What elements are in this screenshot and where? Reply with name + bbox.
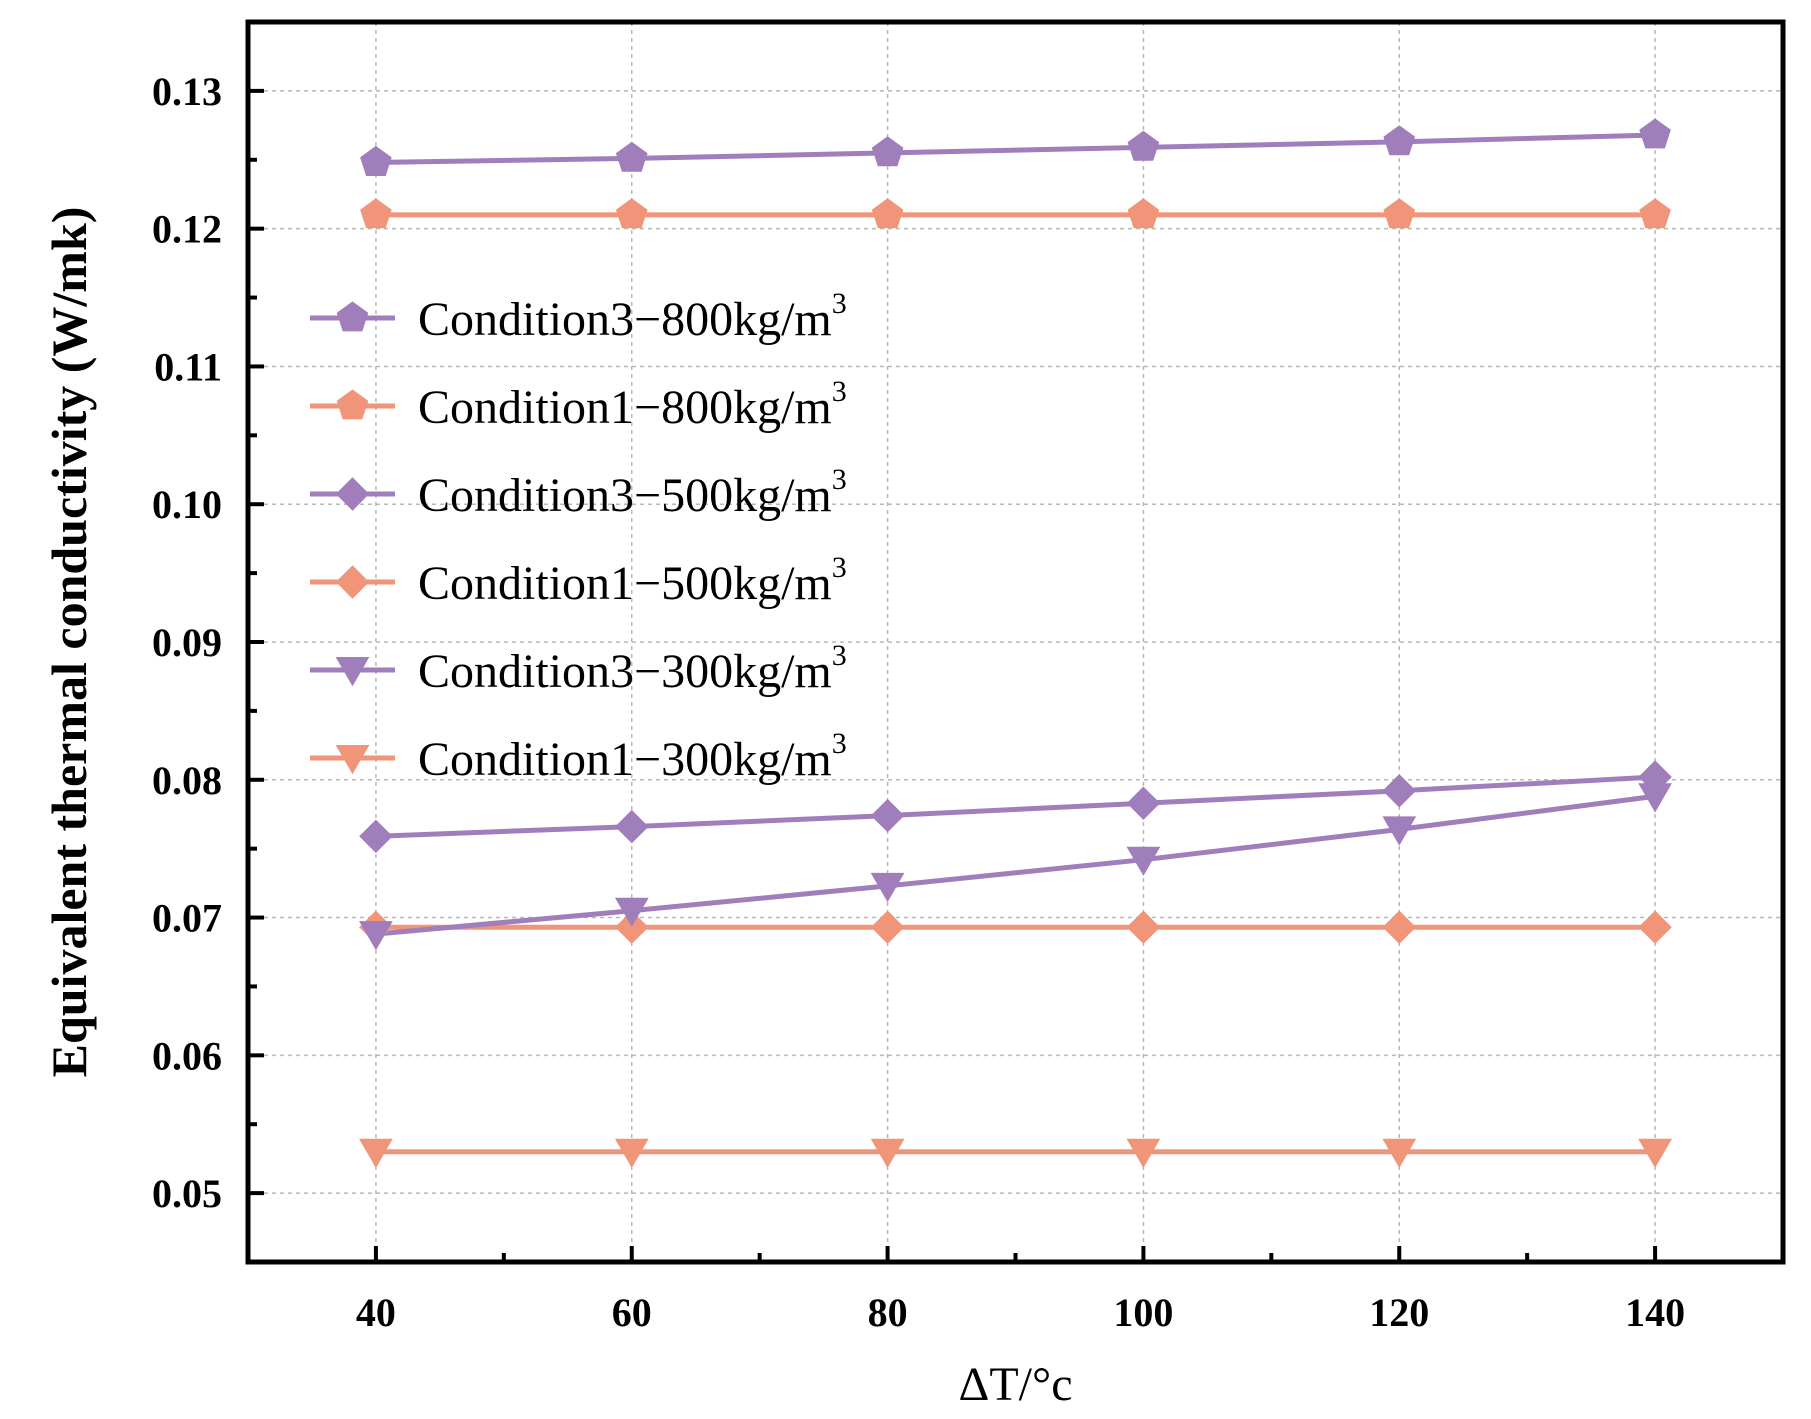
legend-label: Condition3−300kg/m3	[418, 639, 847, 698]
legend-swatch-marker	[335, 565, 370, 599]
legend: Condition3−800kg/m3 Condition1−800kg/m3 Co…	[310, 287, 847, 786]
y-tick-label: 0.08	[152, 758, 222, 803]
x-tick-labels: 40 60 80 100 120 140	[356, 1290, 1685, 1335]
legend-label: Condition3−800kg/m3	[418, 287, 847, 346]
legend-item: Condition1−800kg/m3	[310, 375, 847, 434]
legend-item: Condition3−500kg/m3	[310, 463, 847, 522]
series-lines	[375, 132, 1656, 1155]
x-tick-label: 80	[868, 1290, 908, 1335]
y-tick-label: 0.12	[152, 207, 222, 252]
data-point-series-5	[1638, 1138, 1672, 1168]
y-tick-label: 0.13	[152, 69, 222, 114]
data-point-series-3	[1382, 910, 1417, 944]
legend-label-superscript: 3	[832, 375, 847, 408]
legend-item: Condition1−300kg/m3	[310, 727, 847, 786]
x-tick-label: 60	[612, 1290, 652, 1335]
series-line-4	[375, 793, 1656, 937]
data-point-series-0	[1127, 130, 1160, 161]
data-point-series-5	[1382, 1138, 1417, 1168]
data-point-series-5	[359, 1138, 393, 1168]
data-point-series-4	[614, 897, 649, 927]
data-point-series-5	[1126, 1138, 1161, 1168]
grid-lines	[248, 22, 1783, 1262]
legend-swatch-marker	[336, 389, 369, 420]
x-tick-label: 100	[1113, 1290, 1173, 1335]
data-point-series-1	[871, 198, 904, 229]
data-point-series-0	[1383, 125, 1416, 156]
data-point-series-4	[870, 872, 905, 903]
legend-label-superscript: 3	[832, 551, 847, 584]
y-axis-title: Equivalent thermal conductivity (W/mk)	[41, 207, 97, 1078]
series-markers	[359, 118, 1672, 1168]
data-point-series-3	[870, 910, 905, 944]
legend-label-superscript: 3	[832, 727, 847, 760]
data-point-series-4	[1638, 783, 1672, 813]
data-point-series-1	[615, 198, 648, 229]
legend-swatch-marker	[336, 301, 369, 332]
x-tick-label: 40	[356, 1290, 396, 1335]
legend-label: Condition1−800kg/m3	[418, 375, 847, 434]
legend-label-superscript: 3	[832, 639, 847, 672]
legend-swatch-marker	[335, 745, 370, 775]
data-point-series-0	[360, 145, 392, 176]
x-tick-label: 120	[1369, 1290, 1429, 1335]
data-point-series-3	[615, 910, 649, 944]
axis-ticks	[248, 20, 1658, 1264]
data-point-series-2	[870, 798, 905, 833]
legend-label-superscript: 3	[832, 287, 847, 320]
legend-item: Condition1−500kg/m3	[310, 551, 847, 610]
data-point-series-2	[1126, 786, 1161, 820]
y-tick-label: 0.07	[152, 896, 222, 941]
legend-swatch-marker	[335, 657, 370, 687]
series-line-0	[375, 132, 1656, 165]
data-point-series-3	[1638, 910, 1672, 944]
legend-swatch-marker	[335, 477, 370, 511]
data-point-series-2	[615, 809, 649, 844]
legend-label: Condition3−500kg/m3	[418, 463, 847, 522]
y-tick-label: 0.09	[152, 620, 222, 665]
data-point-series-4	[1382, 816, 1417, 846]
legend-item: Condition3−800kg/m3	[310, 287, 847, 346]
data-point-series-3	[1126, 910, 1161, 944]
y-tick-label: 0.05	[152, 1171, 222, 1216]
series-line-2	[375, 774, 1656, 839]
y-tick-label: 0.06	[152, 1033, 222, 1078]
y-tick-labels: 0.05 0.06 0.07 0.08 0.09 0.10 0.11 0.12 0.13	[152, 69, 222, 1216]
data-point-series-4	[359, 921, 393, 951]
data-point-series-0	[871, 136, 904, 167]
data-point-series-5	[614, 1138, 649, 1168]
data-point-series-2	[359, 819, 393, 854]
x-axis-title: ΔT/°c	[958, 1358, 1072, 1411]
data-point-series-1	[1127, 198, 1160, 229]
x-tick-label: 140	[1625, 1290, 1685, 1335]
legend-label: Condition1−300kg/m3	[418, 727, 847, 786]
data-point-series-1	[1383, 198, 1416, 229]
legend-label-superscript: 3	[832, 463, 847, 496]
data-point-series-0	[615, 141, 648, 172]
y-tick-label: 0.11	[154, 344, 222, 389]
data-point-series-4	[1126, 846, 1161, 876]
data-point-series-2	[1382, 774, 1417, 808]
legend-label: Condition1−500kg/m3	[418, 551, 847, 610]
data-point-series-1	[1639, 198, 1671, 229]
data-point-series-5	[870, 1138, 905, 1168]
legend-item: Condition3−300kg/m3	[310, 639, 847, 698]
data-point-series-0	[1639, 118, 1671, 149]
data-point-series-1	[360, 198, 392, 229]
y-tick-label: 0.10	[152, 482, 222, 527]
